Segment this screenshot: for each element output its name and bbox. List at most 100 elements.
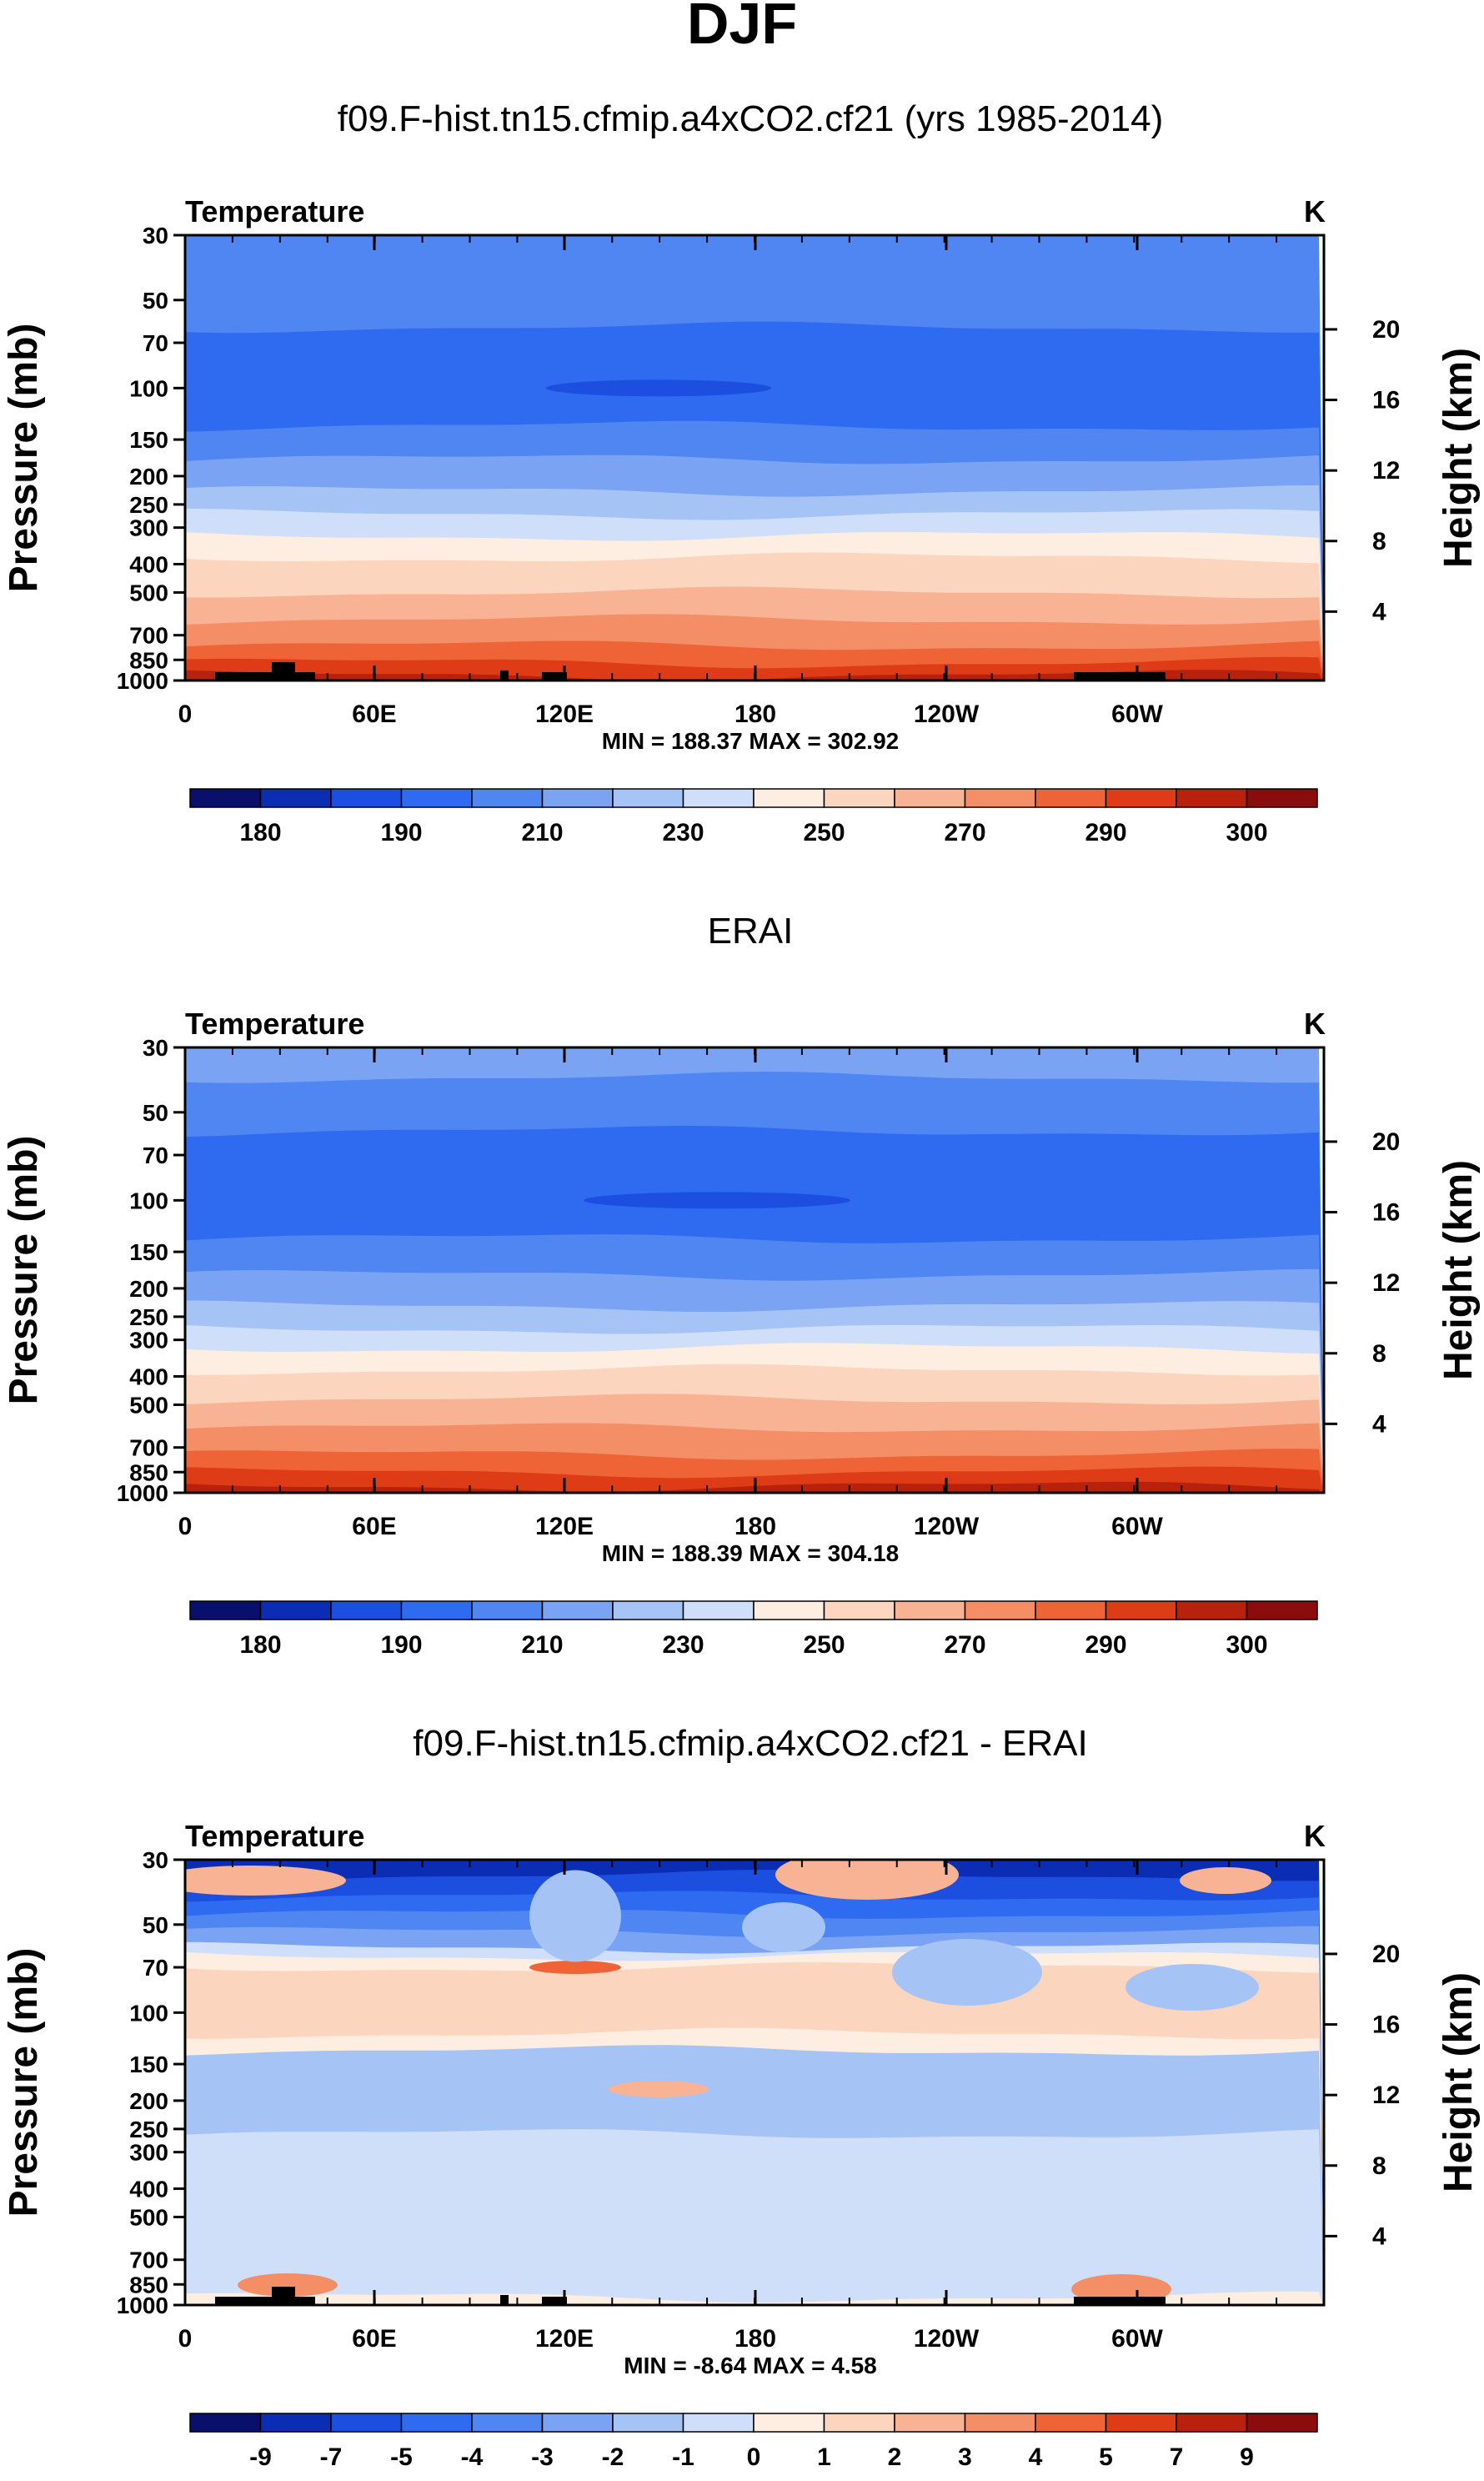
y-tick-label: 250 <box>129 2117 168 2142</box>
right-tick-label: 4 <box>1372 2222 1386 2250</box>
colorbar-swatch <box>823 2413 895 2433</box>
right-tick-label: 16 <box>1372 2011 1400 2039</box>
warm-anomaly <box>185 1866 346 1896</box>
x-tick-label: 120W <box>914 2325 980 2353</box>
colorbar-label: 190 <box>380 819 422 846</box>
contour-band <box>185 2129 1324 2305</box>
contour-field <box>185 1047 1324 1493</box>
colorbar-swatch <box>753 1600 825 1620</box>
warm-peak <box>529 1961 621 1975</box>
variable-label: Temperature <box>185 1819 364 1853</box>
colorbar-swatch <box>400 2413 473 2433</box>
panel-title: f09.F-hist.tn15.cfmip.a4xCO2.cf21 - ERAI <box>413 1723 1087 1764</box>
terrain-block <box>500 2295 509 2305</box>
colorbar-label: 9 <box>1240 2443 1254 2471</box>
colorbar-swatch <box>823 788 895 808</box>
x-tick-label: 60W <box>1111 1513 1163 1540</box>
colorbar-swatch <box>894 2413 966 2433</box>
terrain-block <box>272 2287 295 2305</box>
colorbar-swatch <box>400 1600 473 1620</box>
colorbar-label: 210 <box>521 1631 563 1659</box>
terrain-block <box>542 2297 567 2305</box>
x-tick-label: 60W <box>1111 2325 1163 2353</box>
right-tick-label: 4 <box>1372 1410 1386 1438</box>
colorbar-label: 250 <box>803 819 845 846</box>
panel-2: ERAI Temperature K 0 60E 120E 180 120W 60W 30 50 70… <box>2 911 1481 1659</box>
colorbar-label: 270 <box>944 1631 985 1659</box>
y-axis-title: Pressure (mb) <box>2 1948 46 2217</box>
colorbar-label: 180 <box>239 1631 281 1659</box>
colorbar-swatch <box>823 1600 895 1620</box>
panel-3: f09.F-hist.tn15.cfmip.a4xCO2.cf21 - ERAI… <box>2 1723 1481 2471</box>
y-tick-label: 150 <box>129 1239 168 1265</box>
y-tick-label: 300 <box>129 515 168 541</box>
y-tick-label: 100 <box>129 1188 168 1213</box>
y-tick-label: 100 <box>129 2000 168 2026</box>
y-tick-label: 500 <box>129 580 168 605</box>
colorbar-swatch <box>471 1600 544 1620</box>
y-tick-label: 50 <box>143 1912 168 1938</box>
panel-title: f09.F-hist.tn15.cfmip.a4xCO2.cf21 (yrs 1… <box>338 98 1163 139</box>
right-axis-title: Height (km) <box>1436 348 1481 568</box>
y-tick-label: 500 <box>129 1392 168 1418</box>
y-tick-label: 200 <box>129 1276 168 1302</box>
y-tick-label: 400 <box>129 551 168 577</box>
colorbar-swatch <box>1176 1600 1248 1620</box>
y-tick-label: 50 <box>143 288 168 314</box>
min-max-stats: MIN = 188.37 MAX = 302.92 <box>602 728 899 754</box>
colorbar-swatch <box>1035 788 1107 808</box>
colorbar-label: 5 <box>1099 2443 1113 2471</box>
colorbar-swatch <box>259 2413 332 2433</box>
surface-warm-spot <box>238 2273 338 2297</box>
y-tick-label: 850 <box>129 2272 168 2298</box>
right-tick-label: 8 <box>1372 2152 1386 2180</box>
colorbar-swatch <box>1176 788 1248 808</box>
colorbar-swatch <box>964 788 1036 808</box>
colorbar-swatch <box>682 2413 755 2433</box>
colorbar-swatch <box>753 2413 825 2433</box>
x-tick-label: 180 <box>734 701 776 728</box>
y-tick-label: 850 <box>129 1459 168 1485</box>
cool-anomaly <box>892 1939 1042 2006</box>
units-label: K <box>1304 194 1326 229</box>
colorbar-label: 4 <box>1029 2443 1043 2471</box>
right-tick-label: 20 <box>1372 1941 1400 1968</box>
colorbar-label: 250 <box>803 1631 845 1659</box>
right-tick-label: 12 <box>1372 457 1400 485</box>
colorbar-label: -9 <box>249 2443 272 2471</box>
colorbar-swatch <box>612 788 684 808</box>
colorbar-swatch <box>1246 2413 1318 2433</box>
y-tick-label: 200 <box>129 464 168 490</box>
variable-label: Temperature <box>185 194 364 229</box>
colorbar-swatch <box>1105 2413 1177 2433</box>
colorbar-swatch <box>612 1600 684 1620</box>
terrain-block <box>1074 2297 1166 2305</box>
cold-core <box>546 379 771 397</box>
colorbar-swatch <box>541 1600 614 1620</box>
colorbar-swatch <box>330 2413 403 2433</box>
colorbar-label: 3 <box>958 2443 972 2471</box>
y-tick-label: 1000 <box>117 668 168 694</box>
x-tick-label: 0 <box>178 701 193 728</box>
right-axis-title: Height (km) <box>1436 1160 1481 1380</box>
colorbar-swatch <box>1035 1600 1107 1620</box>
y-tick-label: 700 <box>129 1435 168 1461</box>
y-tick-label: 70 <box>143 330 168 356</box>
x-tick-label: 180 <box>734 2325 776 2353</box>
y-tick-label: 30 <box>143 1847 168 1873</box>
colorbar-swatch <box>541 2413 614 2433</box>
colorbar-swatch <box>330 1600 403 1620</box>
colorbar-label: 270 <box>944 819 985 846</box>
right-tick-label: 16 <box>1372 387 1400 414</box>
colorbar-swatch <box>682 1600 755 1620</box>
cool-anomaly <box>529 1870 621 1962</box>
colorbar-swatch <box>330 788 403 808</box>
terrain-block <box>215 672 315 681</box>
y-tick-label: 300 <box>129 2140 168 2166</box>
cool-anomaly <box>1126 1964 1259 2011</box>
colorbar-swatch <box>894 1600 966 1620</box>
colorbar-label: 230 <box>662 1631 704 1659</box>
y-tick-label: 200 <box>129 2088 168 2114</box>
x-tick-label: 60E <box>352 2325 396 2353</box>
x-tick-label: 120E <box>535 2325 594 2353</box>
